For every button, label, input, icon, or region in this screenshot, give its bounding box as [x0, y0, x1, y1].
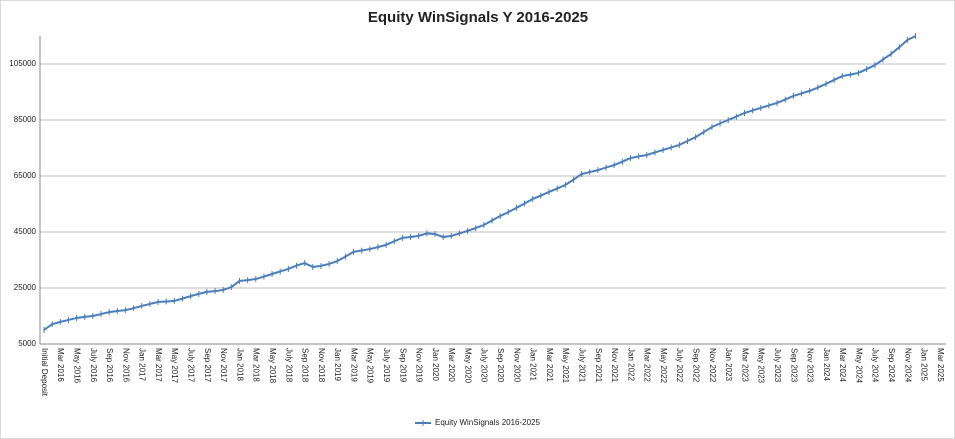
y-tick-label: 85000 — [14, 115, 37, 124]
x-tick-label: Sep 2024 — [887, 348, 896, 383]
x-tick-label: Nov 2024 — [903, 348, 912, 383]
x-tick-label: Mar 2023 — [740, 348, 749, 382]
y-tick-label: 5000 — [18, 339, 36, 348]
x-tick-label: July 2022 — [675, 348, 684, 383]
x-tick-label: May 2020 — [463, 348, 472, 384]
x-tick-label: Mar 2019 — [349, 348, 358, 382]
x-tick-label: Mar 2022 — [643, 348, 652, 382]
y-tick-label: 45000 — [14, 227, 37, 236]
x-tick-label: May 2018 — [268, 348, 277, 384]
chart-title: Equity WinSignals Y 2016-2025 — [368, 9, 588, 26]
x-tick-label: Nov 2023 — [806, 348, 815, 383]
x-tick-label: Nov 2017 — [219, 348, 228, 383]
x-tick-label: Nov 2018 — [317, 348, 326, 383]
x-tick-label: Sep 2023 — [789, 348, 798, 383]
x-tick-label: May 2016 — [72, 348, 81, 384]
y-tick-label: 105000 — [9, 59, 36, 68]
x-tick-label: Mar 2018 — [252, 348, 261, 382]
x-tick-label: Mar 2021 — [545, 348, 554, 382]
x-tick-label: Sep 2016 — [105, 348, 114, 383]
y-tick-label: 65000 — [14, 171, 37, 180]
x-tick-label: Mar 2025 — [936, 348, 945, 382]
x-tick-label: July 2021 — [577, 348, 586, 383]
x-tick-label: Nov 2020 — [512, 348, 521, 383]
x-tick-label: July 2020 — [480, 348, 489, 383]
x-tick-label: Nov 2022 — [708, 348, 717, 383]
x-tick-label: July 2023 — [773, 348, 782, 383]
x-tick-label: Mar 2024 — [838, 348, 847, 382]
x-tick-label: Jan 2021 — [529, 348, 538, 381]
x-tick-label: Mar 2017 — [154, 348, 163, 382]
x-tick-label: Nov 2019 — [415, 348, 424, 383]
x-tick-label: Nov 2021 — [610, 348, 619, 383]
x-tick-label: Sep 2017 — [203, 348, 212, 383]
x-tick-label: July 2024 — [871, 348, 880, 383]
series-line — [43, 35, 916, 331]
x-tick-label: May 2019 — [366, 348, 375, 384]
x-tick-label: May 2024 — [854, 348, 863, 384]
x-tick-label: July 2016 — [89, 348, 98, 383]
x-tick-label: Sep 2019 — [398, 348, 407, 383]
x-tick-label: July 2019 — [382, 348, 391, 383]
x-tick-label: Jan 2017 — [138, 348, 147, 381]
x-tick-label: May 2021 — [561, 348, 570, 384]
x-tick-label: July 2018 — [284, 348, 293, 383]
x-tick-label: Jan 2023 — [724, 348, 733, 381]
x-tick-label: May 2017 — [170, 348, 179, 384]
legend-label: Equity WinSignals 2016-2025 — [435, 418, 541, 427]
x-tick-label: Jan 2018 — [235, 348, 244, 381]
x-tick-label: Initial Deposit — [40, 348, 49, 397]
x-tick-label: May 2022 — [659, 348, 668, 384]
y-tick-label: 25000 — [14, 283, 37, 292]
x-tick-label: Jan 2022 — [626, 348, 635, 381]
x-tick-label: Jan 2019 — [333, 348, 342, 381]
x-tick-label: Mar 2016 — [56, 348, 65, 382]
x-tick-label: Sep 2020 — [496, 348, 505, 383]
x-tick-label: Jan 2020 — [431, 348, 440, 381]
x-tick-label: Sep 2021 — [594, 348, 603, 383]
x-tick-label: Sep 2022 — [692, 348, 701, 383]
x-tick-label: Sep 2018 — [301, 348, 310, 383]
x-tick-label: July 2017 — [187, 348, 196, 383]
x-tick-label: May 2023 — [757, 348, 766, 384]
x-tick-label: Nov 2016 — [121, 348, 130, 383]
x-tick-label: Jan 2024 — [822, 348, 831, 381]
x-tick-label: Jan 2025 — [920, 348, 929, 381]
x-tick-label: Mar 2020 — [447, 348, 456, 382]
